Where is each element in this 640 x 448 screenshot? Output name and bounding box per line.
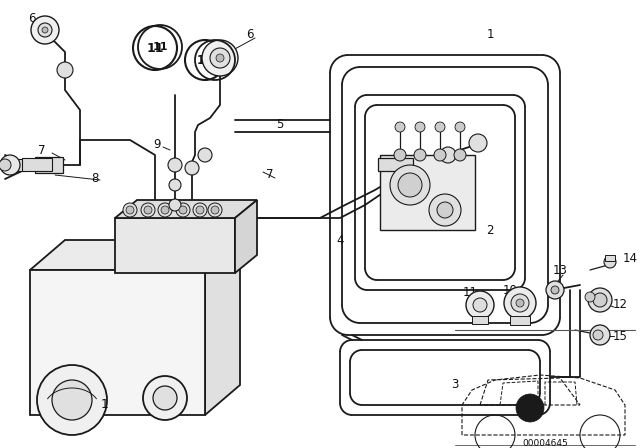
Text: 14: 14 (623, 251, 637, 264)
Text: 5: 5 (276, 119, 284, 132)
Text: 00004645: 00004645 (522, 439, 568, 448)
Circle shape (415, 122, 425, 132)
Circle shape (211, 206, 219, 214)
Circle shape (435, 122, 445, 132)
Polygon shape (205, 240, 240, 415)
Circle shape (395, 122, 405, 132)
Bar (35, 157, 63, 173)
Text: 8: 8 (92, 172, 99, 185)
Circle shape (196, 206, 204, 214)
Circle shape (473, 298, 487, 312)
Bar (472, 316, 488, 324)
Circle shape (454, 149, 466, 161)
Bar (378, 158, 413, 171)
Circle shape (516, 394, 544, 422)
Circle shape (551, 286, 559, 294)
Circle shape (52, 380, 92, 420)
Text: 10: 10 (197, 53, 213, 66)
Text: 13: 13 (552, 263, 568, 276)
Circle shape (158, 203, 172, 217)
Text: 1: 1 (101, 399, 109, 412)
Circle shape (0, 159, 11, 171)
Circle shape (179, 206, 187, 214)
Circle shape (168, 158, 182, 172)
Circle shape (161, 206, 169, 214)
Circle shape (590, 325, 610, 345)
Circle shape (455, 122, 465, 132)
Circle shape (169, 179, 181, 191)
Circle shape (31, 16, 59, 44)
Bar (30, 270, 205, 415)
Circle shape (126, 206, 134, 214)
Polygon shape (30, 240, 240, 270)
Circle shape (144, 206, 152, 214)
Circle shape (216, 54, 224, 62)
Text: 4: 4 (336, 233, 344, 246)
Circle shape (143, 376, 187, 420)
Circle shape (440, 147, 456, 163)
Text: 1: 1 (486, 29, 493, 42)
Circle shape (394, 149, 406, 161)
Circle shape (0, 155, 20, 175)
Text: 12: 12 (612, 298, 627, 311)
Circle shape (38, 23, 52, 37)
Circle shape (588, 288, 612, 312)
Bar (8, 159, 26, 171)
Text: 3: 3 (451, 379, 459, 392)
Text: 11: 11 (463, 285, 477, 298)
Text: 11: 11 (152, 42, 168, 52)
Text: 6: 6 (246, 29, 253, 42)
Circle shape (511, 294, 529, 312)
Circle shape (593, 330, 603, 340)
Bar (380, 155, 475, 230)
Circle shape (141, 203, 155, 217)
Text: 2: 2 (486, 224, 493, 237)
Circle shape (429, 194, 461, 226)
Text: 10: 10 (208, 55, 222, 65)
Circle shape (208, 203, 222, 217)
Circle shape (546, 281, 564, 299)
Circle shape (202, 40, 238, 76)
Circle shape (504, 287, 536, 319)
Text: 6: 6 (28, 12, 36, 25)
Circle shape (466, 291, 494, 319)
Circle shape (398, 173, 422, 197)
Circle shape (434, 149, 446, 161)
Circle shape (437, 202, 453, 218)
Circle shape (585, 292, 595, 302)
Polygon shape (115, 200, 257, 218)
Bar (115, 218, 235, 273)
Text: 11: 11 (147, 42, 164, 55)
Circle shape (414, 149, 426, 161)
Circle shape (390, 165, 430, 205)
Circle shape (193, 203, 207, 217)
Circle shape (198, 148, 212, 162)
Circle shape (185, 161, 199, 175)
Circle shape (176, 203, 190, 217)
Circle shape (37, 365, 107, 435)
Circle shape (57, 62, 73, 78)
Polygon shape (235, 200, 257, 273)
Bar (605, 255, 615, 261)
Circle shape (604, 256, 616, 268)
Text: 7: 7 (38, 143, 45, 156)
Circle shape (469, 134, 487, 152)
Circle shape (153, 386, 177, 410)
Bar (22, 158, 52, 171)
Circle shape (123, 203, 137, 217)
Circle shape (593, 293, 607, 307)
Text: 15: 15 (612, 331, 627, 344)
Circle shape (42, 27, 48, 33)
Text: 10: 10 (502, 284, 517, 297)
Text: 9: 9 (153, 138, 161, 151)
Text: 8: 8 (426, 176, 434, 189)
Circle shape (169, 199, 181, 211)
Text: 7: 7 (266, 168, 274, 181)
Circle shape (210, 48, 230, 68)
Circle shape (516, 299, 524, 307)
Bar (510, 316, 530, 325)
